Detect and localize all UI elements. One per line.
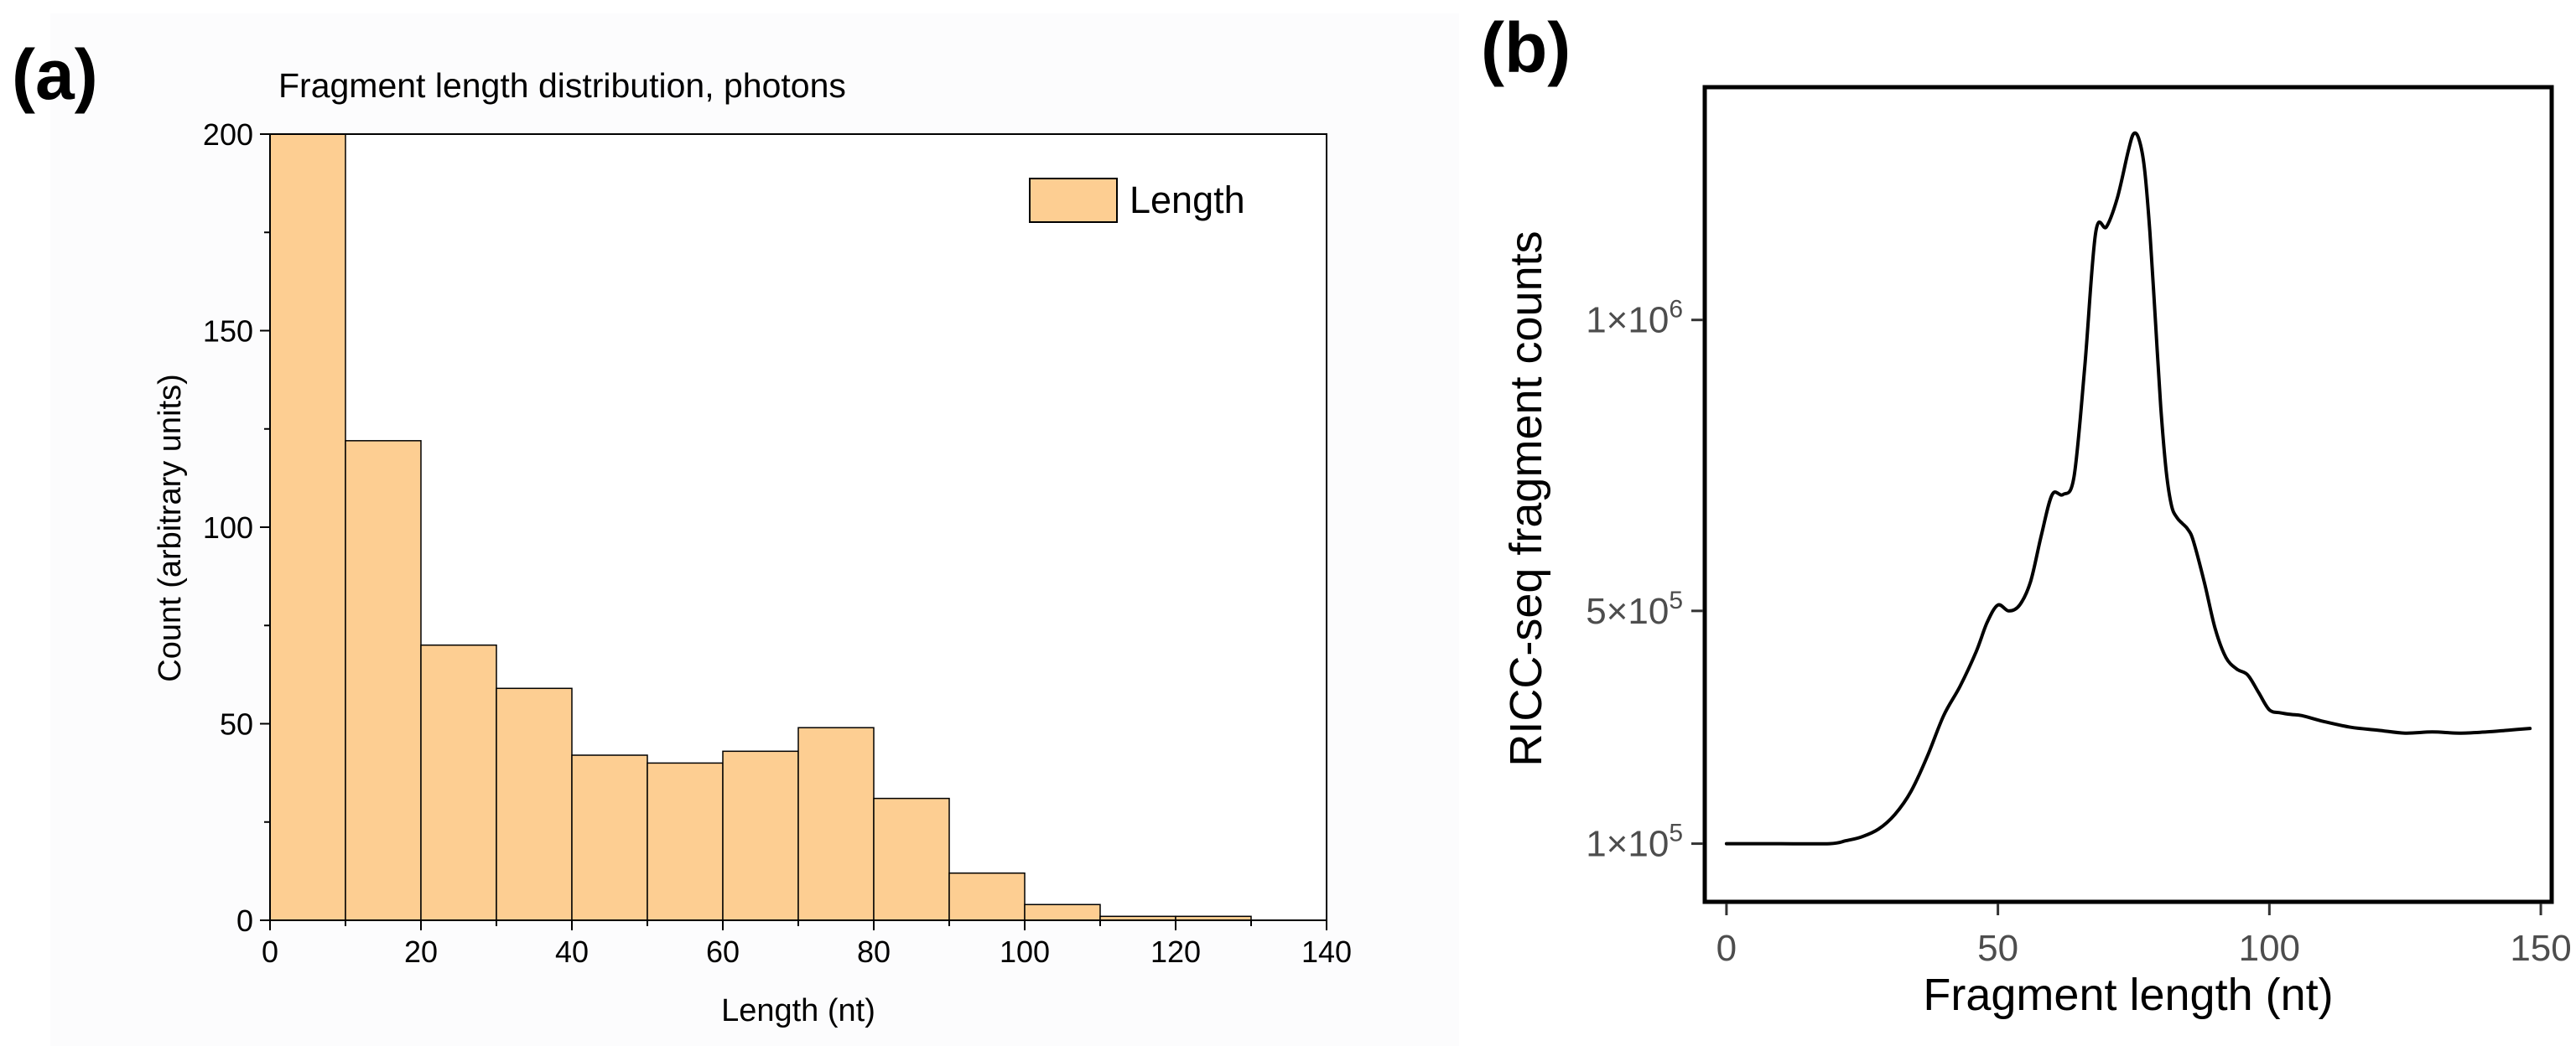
histogram-bar xyxy=(1024,904,1101,921)
chart-a-x-axis-label: Length (nt) xyxy=(721,993,875,1028)
y-tick-label: 200 xyxy=(203,117,253,152)
histogram-bar xyxy=(948,872,1026,921)
chart-b-frame xyxy=(1702,85,2554,904)
histogram-bar xyxy=(797,727,875,921)
panel-a-label: (a) xyxy=(12,35,98,114)
y-tick-label: 100 xyxy=(203,510,253,545)
x-tick-label: 40 xyxy=(555,935,589,969)
x-tick-label: 80 xyxy=(857,935,891,969)
chart-a-title: Fragment length distribution, photons xyxy=(278,66,846,105)
y-tick-label: 50 xyxy=(220,707,253,742)
panel-b-label: (b) xyxy=(1481,8,1571,87)
histogram-bar xyxy=(345,440,422,921)
chart-a-bars xyxy=(269,133,1252,921)
x-tick-label: 0 xyxy=(1716,928,1737,969)
histogram-chart: Fragment length distribution, photons 0 2… xyxy=(153,66,1352,1028)
histogram-bar xyxy=(496,687,573,921)
histogram-bar xyxy=(571,754,648,921)
y-tick-label: 1×105 xyxy=(1586,820,1683,865)
y-tick-label: 150 xyxy=(203,314,253,349)
chart-a-frame xyxy=(269,133,1327,921)
chart-a-ticks: 0 20 40 60 80 100 120 140 0 50 100 150 200 xyxy=(203,117,1352,969)
line-chart: 0 50 100 150 1×105 5×105 1×106 Fragment length… xyxy=(1501,85,2572,1020)
y-tick-label: 1×106 xyxy=(1586,296,1683,341)
x-tick-label: 50 xyxy=(1977,928,2018,969)
chart-b-y-axis-label: RICC-seq fragment counts xyxy=(1501,230,1551,766)
histogram-bar xyxy=(722,750,799,921)
x-tick-label: 0 xyxy=(262,935,278,969)
y-tick-label: 5×105 xyxy=(1586,587,1683,632)
legend-swatch-length xyxy=(1029,178,1118,223)
x-tick-label: 100 xyxy=(2239,928,2300,969)
y-tick-label: 0 xyxy=(236,904,253,938)
chart-b-x-axis-label: Fragment length (nt) xyxy=(1923,970,2333,1020)
x-tick-label: 140 xyxy=(1301,935,1352,969)
chart-b-ticks: 0 50 100 150 1×105 5×105 1×106 xyxy=(1586,296,2572,969)
x-tick-label: 60 xyxy=(706,935,740,969)
histogram-bar xyxy=(269,133,346,921)
x-tick-label: 120 xyxy=(1150,935,1201,969)
histogram-bar xyxy=(647,762,724,921)
histogram-bar xyxy=(873,797,950,921)
x-tick-label: 150 xyxy=(2510,928,2571,969)
legend-label-length: Length xyxy=(1130,179,1245,221)
x-tick-label: 100 xyxy=(1000,935,1050,969)
histogram-bar xyxy=(420,644,497,921)
chart-a-y-axis-label: Count (arbitrary units) xyxy=(153,374,188,681)
chart-b-series-line xyxy=(1724,131,2532,846)
x-tick-label: 20 xyxy=(404,935,438,969)
